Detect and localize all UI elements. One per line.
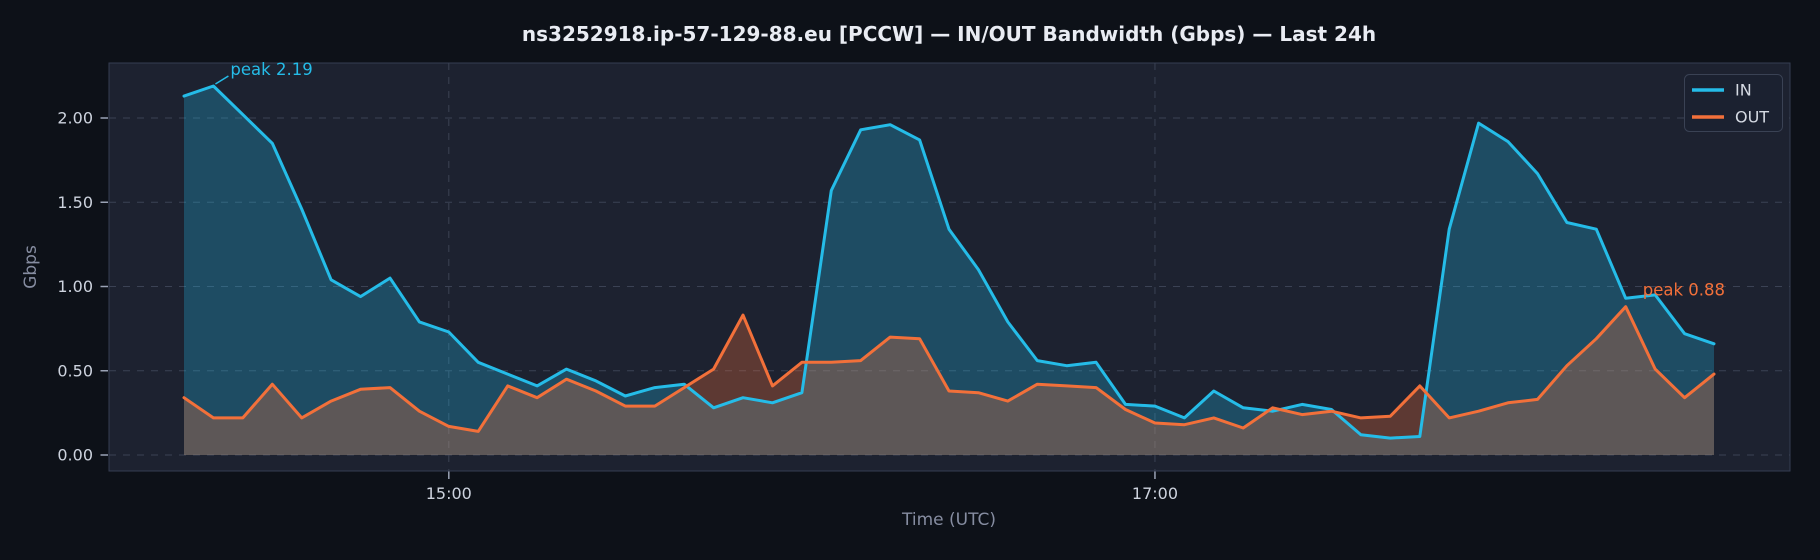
x-axis: 15:00 17:00: [426, 471, 1178, 503]
in-area-fill: [184, 86, 1714, 455]
y-tick-label-0.50: 0.50: [57, 361, 93, 380]
in-series-line: [182, 84, 1716, 440]
y-tick-label-2.00: 2.00: [57, 109, 93, 128]
legend-item-out: OUT: [1692, 108, 1769, 127]
x-tick-label-15:00: 15:00: [426, 484, 472, 503]
legend-label-out: OUT: [1735, 108, 1769, 127]
legend: IN OUT: [1684, 74, 1783, 132]
x-tick-label-17:00: 17:00: [1132, 484, 1178, 503]
y-axis: 0.00 0.50 1.00 1.50 2.00: [57, 109, 108, 465]
y-axis-title: Gbps: [21, 245, 41, 289]
legend-item-in: IN: [1692, 81, 1752, 100]
annotations: peak 2.19 peak 0.88: [215, 60, 1725, 300]
y-tick-label-1.00: 1.00: [57, 277, 93, 296]
annotation-leader-line: [215, 75, 229, 85]
peak-annotation-in: peak 2.19: [230, 60, 312, 79]
chart-title: ns3252918.ip-57-129-88.eu [PCCW] — IN/OU…: [522, 22, 1376, 46]
legend-label-in: IN: [1735, 81, 1752, 100]
out-series-line: [182, 305, 1716, 433]
series-lines: [182, 84, 1716, 440]
y-tick-label-0.00: 0.00: [57, 446, 93, 465]
x-axis-title: Time (UTC): [901, 510, 996, 530]
gridlines: [109, 63, 1790, 471]
series-areas: [184, 86, 1714, 455]
out-area-fill: [184, 306, 1714, 455]
y-tick-label-1.50: 1.50: [57, 193, 93, 212]
peak-annotation-out: peak 0.88: [1643, 281, 1725, 300]
